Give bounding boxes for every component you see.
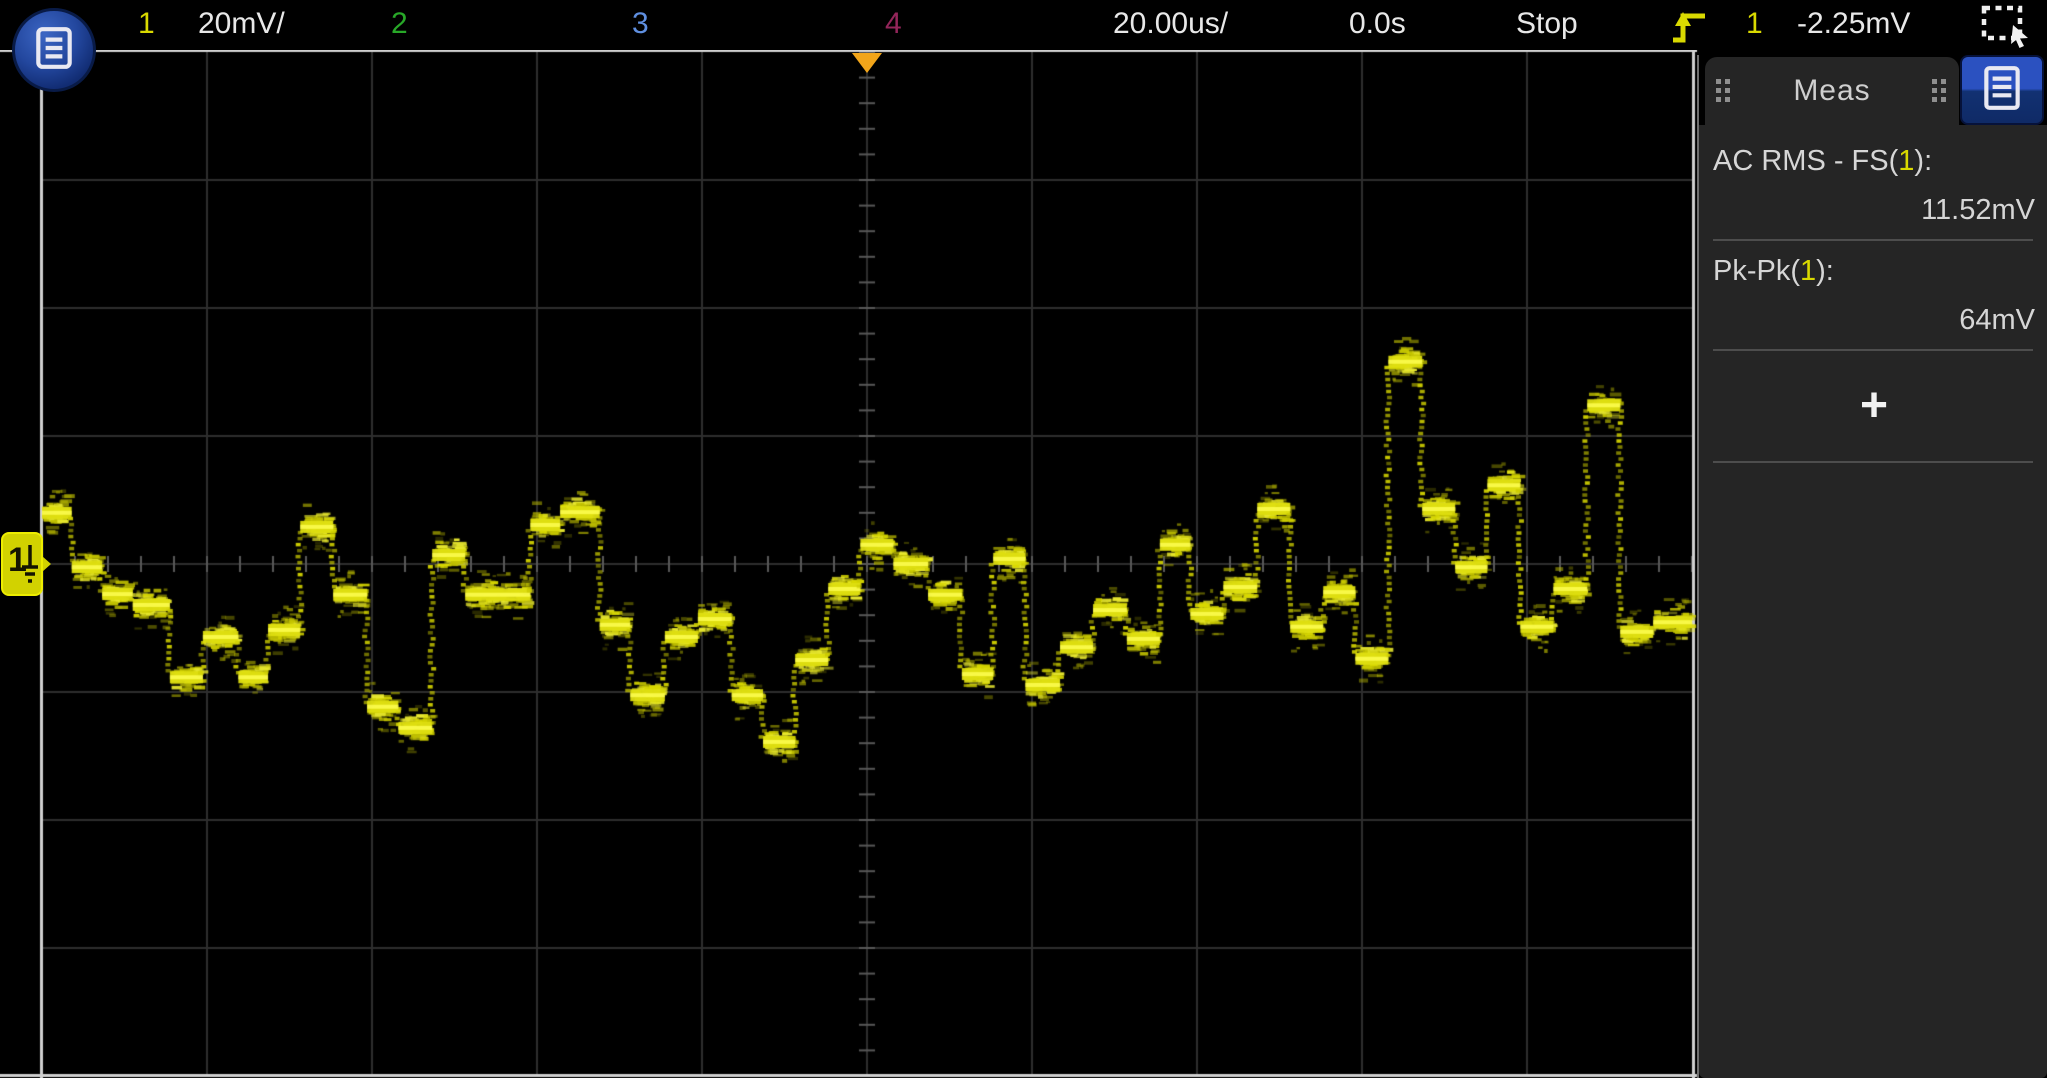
measurement-label: AC RMS - FS(1): [1713, 145, 1933, 177]
measurement-item[interactable]: AC RMS - FS(1): 11.52mV [1713, 143, 2035, 241]
drag-grip-icon[interactable] [1931, 77, 1949, 105]
channel4-indicator[interactable]: 4 [885, 7, 902, 40]
meas-panel-title: Meas [1793, 74, 1871, 107]
meas-list: AC RMS - FS(1): 11.52mV Pk-Pk(1): 64mV + [1699, 125, 2047, 1078]
meas-menu-button[interactable] [1960, 55, 2044, 125]
channel1-scale[interactable]: 20mV/ [198, 7, 285, 40]
measurement-sidebar: Meas AC RMS - FS(1): 11.52mV Pk-Pk(1): 6… [1697, 55, 2047, 1078]
add-measurement-button[interactable]: + [1713, 363, 2035, 449]
divider [1713, 349, 2033, 351]
trigger-position-marker[interactable] [852, 53, 882, 73]
svg-text:1: 1 [8, 541, 27, 579]
trigger-level[interactable]: -2.25mV [1797, 7, 1911, 40]
drag-grip-icon[interactable] [1715, 77, 1733, 105]
timebase-setting[interactable]: 20.00us/ [1113, 7, 1229, 40]
measurement-value: 11.52mV [1921, 194, 2035, 226]
status-bar: 1 20mV/ 2 3 4 20.00us/ 0.0s Stop 1 -2.25… [0, 0, 2047, 50]
menu-icon [31, 25, 77, 76]
measurement-label: Pk-Pk(1): [1713, 255, 1834, 287]
menu-icon [1979, 64, 2025, 117]
main-menu-button[interactable] [12, 8, 96, 92]
plus-icon: + [1859, 379, 1889, 432]
acquisition-state[interactable]: Stop [1516, 7, 1578, 40]
divider [1713, 239, 2033, 241]
measurement-item[interactable]: Pk-Pk(1): 64mV [1713, 253, 2035, 351]
channel2-indicator[interactable]: 2 [391, 7, 408, 40]
channel1-ground-marker[interactable]: 1 [0, 531, 52, 604]
region-select-icon[interactable] [1980, 4, 2036, 58]
channel1-indicator[interactable]: 1 [138, 7, 155, 40]
measurement-value: 64mV [1959, 304, 2035, 336]
trigger-source[interactable]: 1 [1746, 7, 1763, 40]
meas-tab[interactable]: Meas [1705, 57, 1959, 125]
horizontal-delay[interactable]: 0.0s [1349, 7, 1406, 40]
channel3-indicator[interactable]: 3 [632, 7, 649, 40]
divider [1713, 461, 2033, 463]
trigger-edge-icon[interactable] [1670, 7, 1710, 55]
